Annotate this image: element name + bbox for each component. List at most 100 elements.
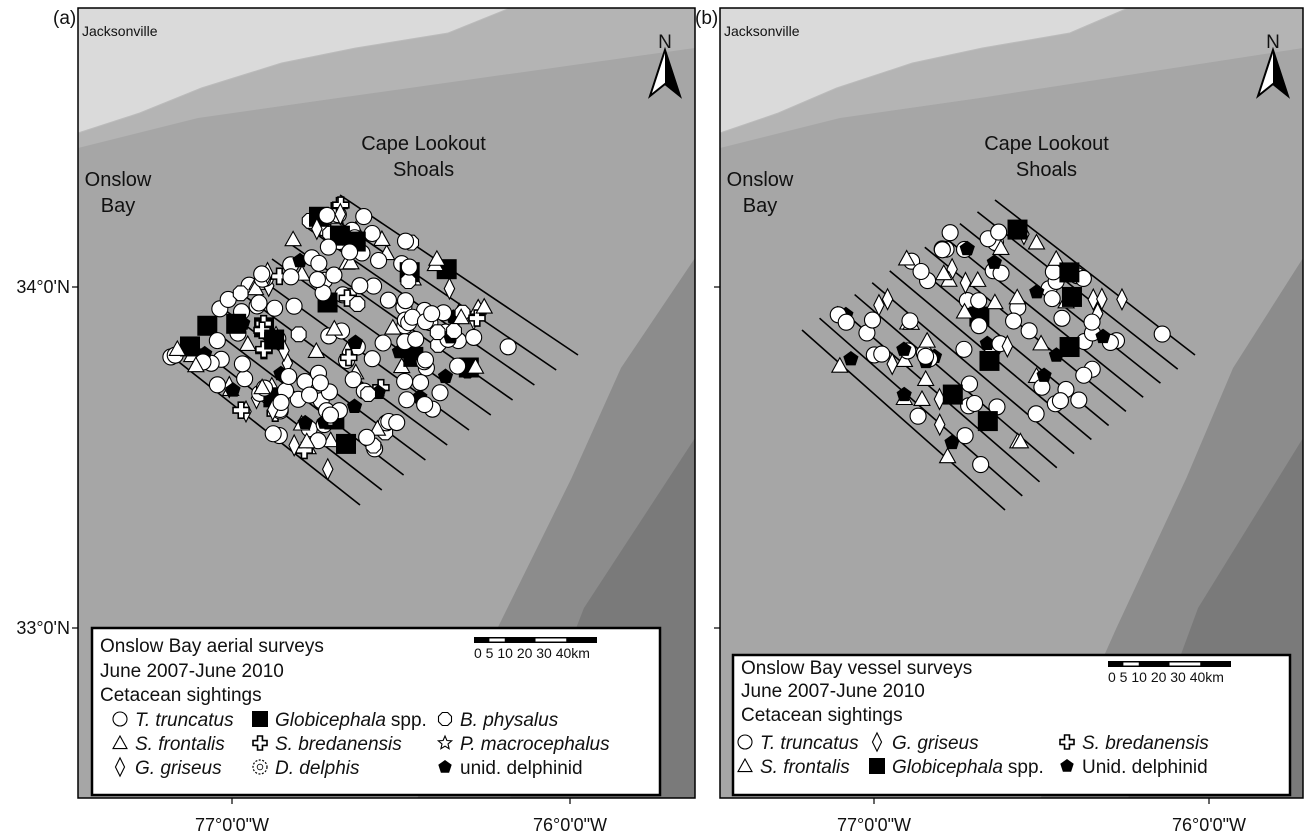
symbol-circle <box>341 243 359 261</box>
symbol-diamond <box>443 276 456 301</box>
symbol-triangle <box>452 308 471 325</box>
symbol-triangle <box>985 293 1004 310</box>
lat-label: 34°0'N <box>16 277 70 297</box>
place-label: Shoals <box>393 159 454 181</box>
symbol-triangle <box>737 757 753 773</box>
symbol-circle <box>1044 263 1062 281</box>
symbol-circle <box>970 317 988 335</box>
legend-item-name: S. bredanensis <box>1082 733 1209 754</box>
north-arrow-fill <box>665 50 680 96</box>
lon-label: 76°0'0"W <box>1172 815 1246 835</box>
symbol-triangle <box>1032 334 1050 351</box>
symbol-circle <box>112 711 128 727</box>
legend-item-name: P. macrocephalus <box>460 734 610 755</box>
legend-item: S. frontalis <box>760 757 850 778</box>
symbol-cross <box>468 309 486 327</box>
symbol-triangle <box>1047 249 1066 266</box>
symbol-triangle <box>112 734 128 750</box>
symbol-circle <box>972 456 990 474</box>
city-label: Jacksonville <box>82 23 158 39</box>
symbol-circle <box>912 262 930 281</box>
legend-item-name: unid. delphinid <box>460 758 583 779</box>
symbol-circle <box>1153 325 1171 343</box>
symbol-diamond <box>311 217 323 241</box>
land <box>719 7 1129 134</box>
symbol-circle <box>960 375 979 393</box>
place-label: Onslow <box>85 169 152 191</box>
legend-item: T. truncatus <box>760 733 859 754</box>
map-frame <box>719 7 1304 799</box>
symbol-diamond <box>959 271 972 295</box>
symbol-triangle <box>238 334 257 352</box>
symbol-square <box>1061 286 1082 307</box>
symbol-circle <box>308 270 326 289</box>
symbol-circle <box>400 258 418 276</box>
symbol-diamond <box>873 293 885 317</box>
symbol-triangle <box>168 339 187 356</box>
lon-label: 76°0'0"W <box>533 815 607 835</box>
symbol-circle <box>1005 312 1023 330</box>
symbol-triangle <box>427 249 446 266</box>
symbol-circle <box>396 232 415 250</box>
symbol-pentagon <box>297 414 313 430</box>
legend-item-name: S. frontalis <box>135 734 225 755</box>
symbol-circle <box>407 330 425 348</box>
symbol-circle <box>1083 313 1101 331</box>
symbol-square <box>329 225 350 246</box>
legend-item-name: S. bredanensis <box>275 734 402 755</box>
symbol-circle <box>412 373 430 392</box>
symbol-pentagon <box>346 398 363 413</box>
symbol-circle <box>208 376 226 394</box>
symbol-diamond <box>933 413 946 437</box>
legend-item-name: D. delphis <box>275 758 360 779</box>
legend-heading: June 2007-June 2010 <box>741 681 925 702</box>
symbol-circle <box>272 393 290 412</box>
legend-item: Globicephala spp. <box>275 710 427 731</box>
symbol-cross <box>1059 734 1075 750</box>
legend-heading: Onslow Bay aerial surveys <box>100 636 324 657</box>
symbol-triangle <box>383 318 402 335</box>
panel-label: (b) <box>695 8 718 29</box>
symbol-circle <box>933 241 951 259</box>
scale-label: 0 5 10 20 30 40km <box>1108 669 1224 685</box>
symbol-pentagon <box>896 341 912 356</box>
symbol-triangle <box>1027 233 1046 250</box>
symbol-circle <box>955 340 973 358</box>
symbol-circle <box>264 425 282 443</box>
symbol-triangle <box>918 331 937 348</box>
symbol-star <box>436 734 454 750</box>
symbol-circle <box>396 372 414 390</box>
symbol-circle <box>285 297 303 315</box>
symbol-circle <box>990 223 1008 241</box>
legend-item: G. griseus <box>135 758 222 779</box>
legend-item-name: G. griseus <box>135 758 222 779</box>
transect <box>871 282 1075 455</box>
symbol-diamond <box>1116 287 1128 312</box>
symbol-circle <box>1027 405 1045 423</box>
legend-item: S. bredanensis <box>275 734 402 755</box>
symbol-octagon <box>437 711 453 727</box>
symbol-triangle <box>938 447 957 464</box>
legend-item-name: S. frontalis <box>760 757 850 778</box>
symbol-circle <box>236 370 254 388</box>
legend-item: S. bredanensis <box>1082 733 1209 754</box>
symbol-circle <box>901 312 919 330</box>
land <box>77 7 511 134</box>
symbol-triangle <box>253 378 272 395</box>
place-label: Shoals <box>1016 159 1077 181</box>
symbol-pentagon <box>1029 284 1045 299</box>
symbol-diamond <box>334 202 347 226</box>
legend-heading: Cetacean sightings <box>100 685 262 706</box>
symbol-square <box>977 411 998 432</box>
place-label: Onslow <box>727 169 794 191</box>
symbol-square <box>197 315 218 336</box>
symbol-triangle <box>246 279 265 296</box>
legend-item-suffix: spp. <box>391 710 427 731</box>
panel-label: (a) <box>53 8 76 29</box>
symbol-circle <box>388 413 406 432</box>
scale-bar-gap <box>489 638 505 642</box>
symbol-circle <box>956 427 974 445</box>
symbol-pentagon <box>944 434 960 450</box>
place-label: Cape Lookout <box>984 133 1109 155</box>
